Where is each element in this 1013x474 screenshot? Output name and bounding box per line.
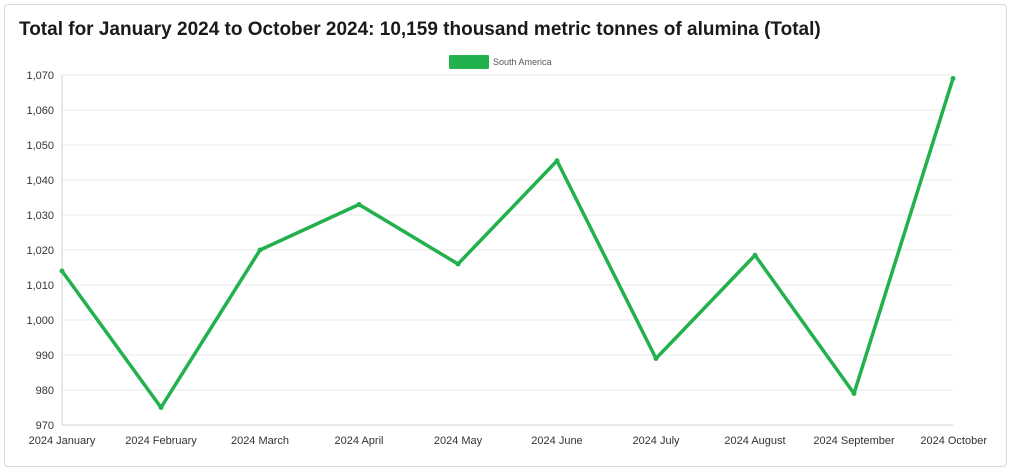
- x-tick-label: 2024 July: [632, 435, 680, 447]
- data-point[interactable]: [158, 405, 164, 410]
- data-point[interactable]: [752, 252, 758, 258]
- data-point[interactable]: [554, 158, 560, 164]
- chart-title: Total for January 2024 to October 2024: …: [19, 19, 821, 40]
- y-tick-label: 970: [36, 420, 54, 432]
- legend-swatch: [449, 55, 489, 69]
- series-line[interactable]: [60, 76, 955, 410]
- legend-label: South America: [493, 57, 552, 67]
- y-tick-label: 1,060: [26, 105, 54, 117]
- y-tick-label: 1,050: [26, 140, 54, 152]
- x-tick-label: 2024 March: [231, 435, 289, 447]
- y-tick-label: 1,000: [26, 315, 54, 327]
- y-tick-label: 990: [36, 350, 54, 362]
- y-tick-label: 1,010: [26, 280, 54, 292]
- y-tick-label: 980: [36, 385, 54, 397]
- data-point[interactable]: [59, 268, 65, 274]
- x-tick-label: 2024 April: [335, 435, 384, 447]
- data-point[interactable]: [950, 76, 956, 81]
- y-tick-label: 1,040: [26, 175, 54, 187]
- legend[interactable]: South America: [449, 55, 552, 69]
- x-tick-label: 2024 February: [125, 435, 197, 447]
- data-point[interactable]: [257, 247, 263, 253]
- x-tick-label: 2024 June: [531, 435, 582, 447]
- x-tick-label: 2024 August: [724, 435, 785, 447]
- x-tick-label: 2024 September: [813, 435, 895, 447]
- data-point[interactable]: [851, 391, 857, 396]
- x-tick-label: 2024 January: [29, 435, 96, 447]
- y-tick-label: 1,070: [26, 70, 54, 82]
- x-tick-label: 2024 May: [434, 435, 483, 447]
- data-point[interactable]: [653, 356, 659, 361]
- data-point[interactable]: [356, 202, 362, 207]
- y-tick-label: 1,030: [26, 210, 54, 222]
- x-tick-label: 2024 October: [920, 435, 987, 447]
- data-point[interactable]: [455, 261, 461, 267]
- y-tick-label: 1,020: [26, 245, 54, 257]
